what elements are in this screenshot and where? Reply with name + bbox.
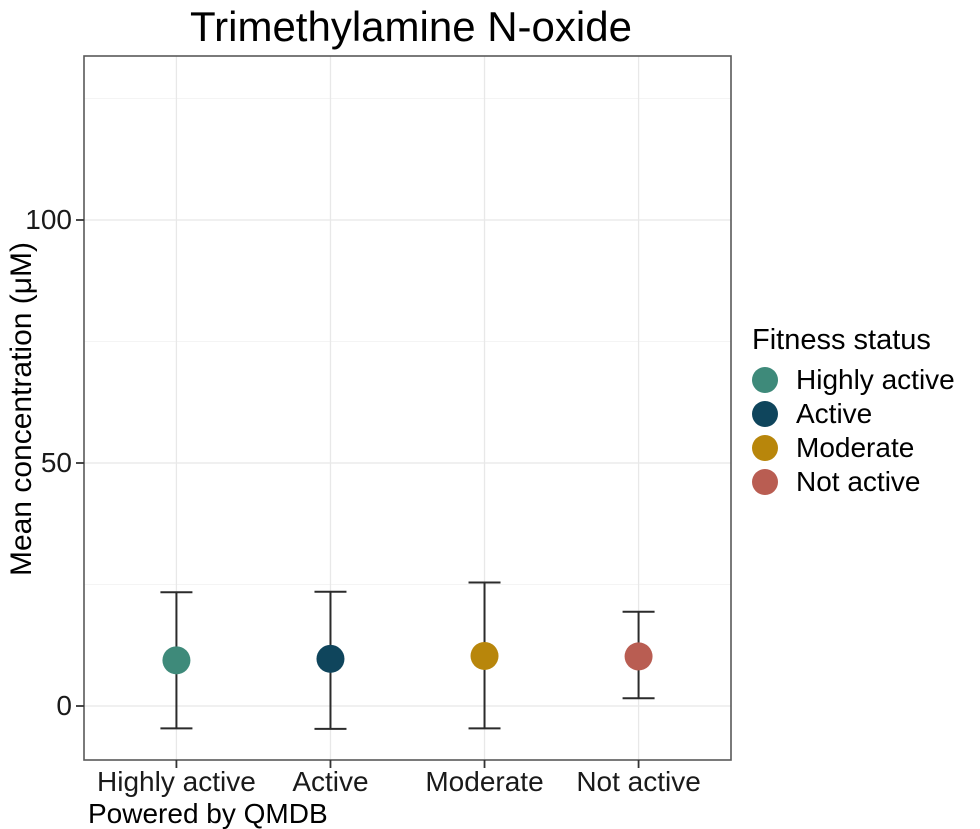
panel-border	[83, 55, 732, 761]
legend-swatch-icon	[752, 367, 778, 393]
legend-swatch-icon	[752, 435, 778, 461]
chart-title: Trimethylamine N-oxide	[190, 3, 632, 50]
chart-caption: Powered by QMDB	[88, 798, 328, 829]
x-tick-label: Highly active	[97, 766, 256, 797]
legend-items: Highly active Active Moderate Not active	[752, 363, 978, 499]
panel-background	[84, 56, 731, 760]
legend-item: Moderate	[752, 431, 978, 465]
data-point	[316, 644, 345, 673]
y-tick-label: 0	[56, 690, 72, 721]
legend-item-label: Highly active	[796, 364, 955, 395]
legend-item: Active	[752, 397, 978, 431]
legend-item: Highly active	[752, 363, 978, 397]
legend-swatch-icon	[752, 469, 778, 495]
legend-swatch-icon	[752, 401, 778, 427]
legend-title: Fitness status	[752, 324, 931, 356]
data-point	[470, 641, 499, 670]
x-tick-label: Not active	[576, 766, 701, 797]
x-tick-label: Moderate	[425, 766, 544, 797]
x-tick-label: Active	[292, 766, 369, 797]
y-tick-label: 50	[40, 447, 72, 478]
data-point	[624, 642, 653, 671]
legend-item-label: Active	[796, 398, 873, 429]
y-tick-label: 100	[25, 204, 72, 235]
data-point	[162, 646, 191, 675]
legend-item-label: Moderate	[796, 432, 915, 463]
legend-item: Not active	[752, 465, 978, 499]
legend: Fitness status Highly active Active Modera…	[752, 324, 978, 499]
legend-item-label: Not active	[796, 466, 921, 497]
